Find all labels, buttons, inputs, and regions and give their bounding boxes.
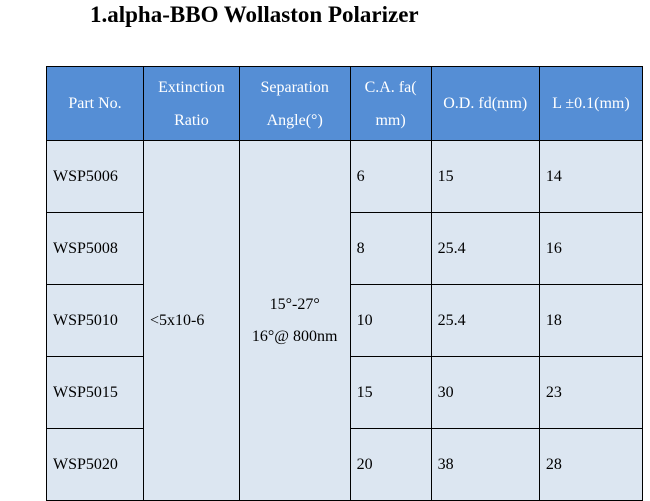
table-cell: WSP5008	[46, 212, 144, 285]
table-cell: 25.4	[430, 212, 540, 285]
table-cell: WSP5020	[46, 428, 144, 501]
header-text: Angle(°)	[266, 111, 323, 129]
column-header: C.A. fa( mm)	[349, 66, 432, 141]
header-text: L ±0.1(mm)	[552, 95, 630, 112]
header-text: C.A. fa(	[364, 78, 417, 96]
column-header: Separation Angle(°)	[238, 66, 351, 141]
table-row: WSP5008 8 25.4 16	[46, 212, 644, 285]
header-text: Separation	[260, 78, 329, 96]
header-text: Ratio	[174, 111, 209, 129]
table-row: WSP5010 10 25.4 18	[46, 284, 644, 357]
table-cell: <5x10-6	[143, 140, 240, 501]
header-text: O.D. fd(mm)	[443, 95, 528, 112]
table-cell: 10	[349, 284, 432, 357]
table-cell: 23	[538, 356, 644, 429]
table-row: WSP5020 20 38 28	[46, 428, 644, 501]
table-cell: 25.4	[430, 284, 540, 357]
header-text: Part No.	[68, 95, 122, 112]
separation-text: 16°@ 800nm	[251, 327, 338, 345]
table-cell: 15°-27° 16°@ 800nm	[238, 140, 351, 501]
table-row: WSP5006 <5x10-6 15°-27° 16°@ 800nm 6 15 14	[46, 140, 644, 501]
table-cell: 16	[538, 212, 644, 285]
table-cell: 15	[349, 356, 432, 429]
header-text: Extinction	[158, 78, 225, 96]
table-cell: 28	[538, 428, 644, 501]
spec-table: Part No. Extinction Ratio Separation Angle(°…	[46, 66, 644, 501]
table-cell: 8	[349, 212, 432, 285]
table-cell: 14	[538, 140, 644, 213]
column-header: L ±0.1(mm)	[538, 66, 644, 141]
separation-text: 15°-27°	[269, 295, 320, 313]
header-row: Part No. Extinction Ratio Separation Angle(°…	[46, 66, 644, 141]
table-cell: 18	[538, 284, 644, 357]
column-header: O.D. fd(mm)	[430, 66, 540, 141]
table-cell: 38	[430, 428, 540, 501]
table-cell: WSP5006	[46, 140, 144, 213]
column-header: Extinction Ratio	[143, 66, 240, 141]
table-cell: 30	[430, 356, 540, 429]
table-cell: WSP5015	[46, 356, 144, 429]
table-cell: 15	[430, 140, 540, 213]
table-cell: 6	[349, 140, 432, 213]
table-cell: 20	[349, 428, 432, 501]
page-title: 1.alpha-BBO Wollaston Polarizer	[90, 2, 419, 27]
header-text: mm)	[375, 111, 406, 129]
column-header: Part No.	[46, 66, 144, 141]
table-cell: WSP5010	[46, 284, 144, 357]
